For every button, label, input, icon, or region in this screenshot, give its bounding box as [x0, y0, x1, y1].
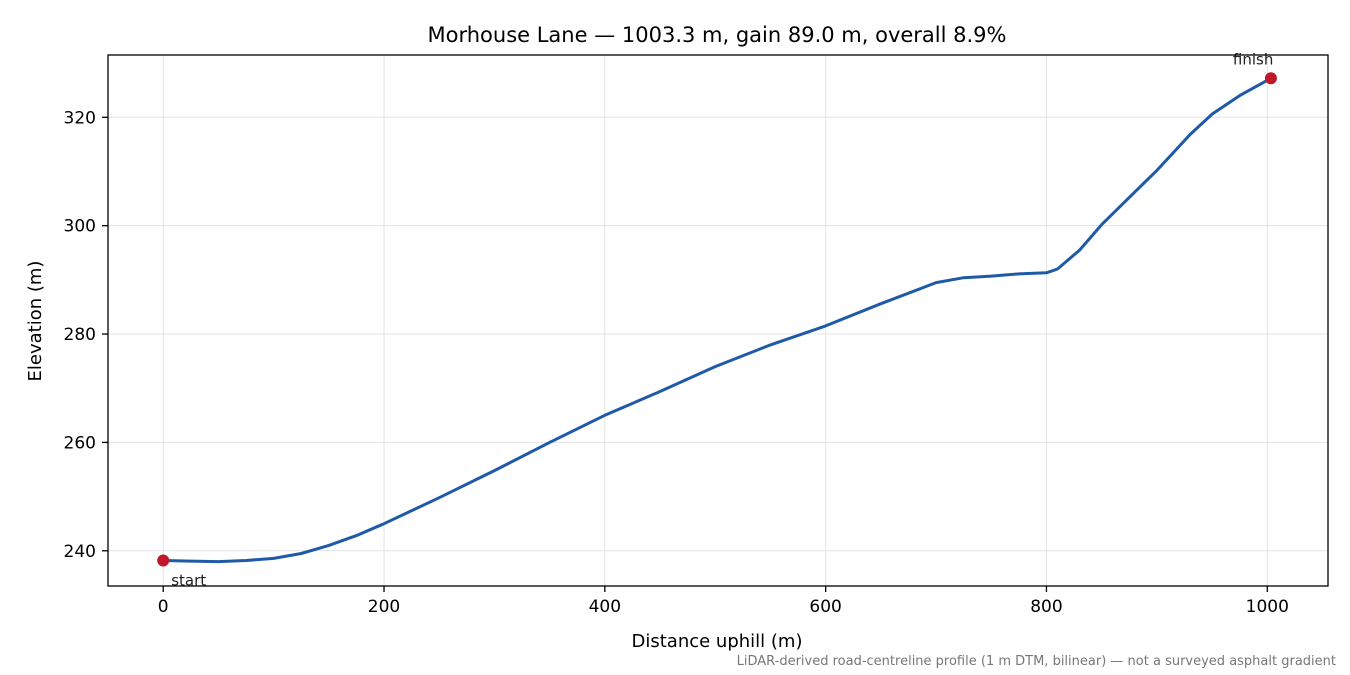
plot-frame	[107, 54, 1329, 587]
y-tick-label: 300	[64, 217, 96, 237]
x-tick-label: 200	[368, 597, 400, 617]
y-tick-label: 280	[64, 325, 96, 345]
chart-title: Morhouse Lane — 1003.3 m, gain 89.0 m, o…	[428, 23, 1007, 47]
y-axis-label: Elevation (m)	[25, 261, 46, 382]
y-tick-label: 260	[64, 433, 96, 453]
finish-label: finish	[1233, 50, 1273, 68]
x-tick-label: 600	[809, 597, 841, 617]
grid-lines	[108, 55, 1328, 586]
elevation-profile-line	[161, 76, 1273, 564]
x-tick-label: 0	[158, 597, 169, 617]
plot-area: start finish	[157, 50, 1277, 590]
x-axis-label: Distance uphill (m)	[632, 631, 803, 652]
y-tick-label: 320	[64, 108, 96, 128]
footnote: LiDAR-derived road-centreline profile (1…	[737, 654, 1336, 669]
start-marker	[157, 554, 170, 567]
x-tick-label: 400	[589, 597, 621, 617]
x-tick-label: 1000	[1246, 597, 1289, 617]
start-label: start	[171, 572, 206, 590]
x-tick-label: 800	[1030, 597, 1062, 617]
y-tick-label: 240	[64, 542, 96, 562]
finish-marker	[1264, 72, 1277, 85]
axis-ticks: 0 200 400 600 800 1000 240 260 280 300 320	[64, 108, 1289, 617]
